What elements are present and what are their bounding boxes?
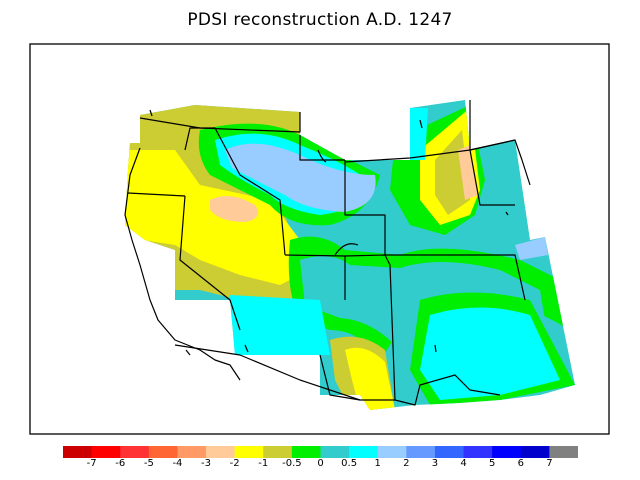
colorbar-swatch xyxy=(463,446,493,458)
colorbar-swatch xyxy=(492,446,522,458)
az-nm-border xyxy=(319,354,395,401)
colorbar-tick-label: -5 xyxy=(143,458,154,469)
field-orange-west xyxy=(210,196,259,222)
colorbar-tick-label: 1 xyxy=(374,458,381,469)
colorbar xyxy=(63,446,578,458)
or-ca-border xyxy=(127,192,186,197)
lake-5 xyxy=(434,344,437,353)
map-title: PDSI reconstruction A.D. 1247 xyxy=(187,10,453,30)
dakota-border xyxy=(469,149,515,206)
field-blue-ne-tip xyxy=(408,108,428,160)
colorbar-tick-label: -0.5 xyxy=(282,458,302,469)
boundaries xyxy=(124,100,531,406)
northern-border-east xyxy=(469,100,531,186)
colorbar-tick-label: -4 xyxy=(172,458,183,469)
field-yellow-west-inner xyxy=(125,150,310,285)
field-lightblue-north xyxy=(225,143,376,212)
colorbar-swatch xyxy=(234,446,264,458)
lake-2 xyxy=(149,109,153,117)
wy-border xyxy=(344,160,386,255)
colorbar-tick-label: 2 xyxy=(403,458,410,469)
colorbar-swatch xyxy=(148,446,178,458)
colorbar-swatch xyxy=(406,446,436,458)
co-border xyxy=(385,254,526,301)
colorbar-tick-label: 3 xyxy=(431,458,439,469)
field-cyan-se xyxy=(420,307,560,400)
colorbar-swatch xyxy=(263,446,293,458)
lake-7 xyxy=(419,119,423,129)
lake-1 xyxy=(317,149,327,163)
colorbar-swatch xyxy=(63,446,93,458)
colorbar-tick-label: -1 xyxy=(258,458,269,469)
colorbar-swatch xyxy=(320,446,350,458)
lake-great-salt xyxy=(334,243,359,256)
field-cyan-sw xyxy=(230,295,330,355)
colorbar-tick-label: 6 xyxy=(517,458,524,469)
field-yellow-south xyxy=(345,347,395,410)
id-border xyxy=(184,127,286,256)
ut-co-border xyxy=(344,254,396,401)
colorbar-tick-label: 4 xyxy=(460,458,467,469)
ca-nv-border xyxy=(179,195,241,331)
colorbar-swatch xyxy=(177,446,207,458)
colorbar-swatch xyxy=(91,446,121,458)
colorbar-swatch xyxy=(520,446,550,458)
colorbar-tick-label: 7 xyxy=(546,458,553,469)
mt-border xyxy=(299,135,345,161)
lake-4 xyxy=(185,349,191,356)
colorbar-swatch xyxy=(377,446,407,458)
colorbar-tick-label: 0 xyxy=(317,458,324,469)
colorbar-swatch xyxy=(291,446,321,458)
nm-border xyxy=(394,374,501,406)
field-lightblue-se xyxy=(515,237,548,260)
colorbar-swatch xyxy=(120,446,150,458)
coastline xyxy=(124,147,241,381)
colorbar-swatch xyxy=(434,446,465,458)
lake-6 xyxy=(505,211,509,216)
water-features xyxy=(149,109,509,356)
colorbar-swatch xyxy=(549,446,578,458)
colorbar-tick-label: -3 xyxy=(201,458,212,469)
colorbar-swatch xyxy=(349,446,379,458)
mexico-border xyxy=(174,344,361,401)
lake-3 xyxy=(244,344,249,353)
colorbar-tick-label: 5 xyxy=(488,458,496,469)
field-orange-ne xyxy=(458,145,478,200)
canada-border xyxy=(139,112,301,133)
colorbar-tick-label: -7 xyxy=(86,458,97,469)
colorbar-tick-label: 0.5 xyxy=(341,458,358,469)
colorbar-swatch xyxy=(206,446,236,458)
colorbar-tick-label: -2 xyxy=(229,458,240,469)
colorbar-tick-label: -6 xyxy=(115,458,126,469)
